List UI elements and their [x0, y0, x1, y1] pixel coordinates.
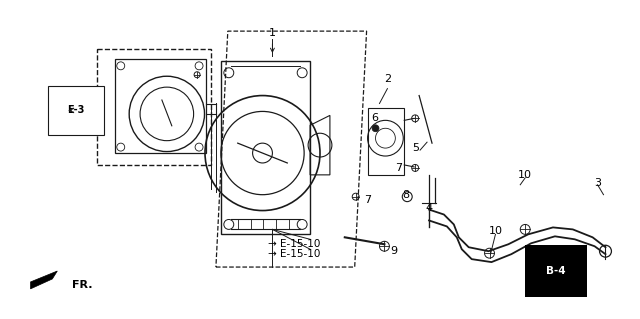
- Polygon shape: [31, 271, 58, 289]
- Text: 7: 7: [395, 163, 402, 173]
- Text: E-3: E-3: [67, 106, 85, 115]
- Text: → E-15-10: → E-15-10: [268, 239, 321, 249]
- Text: 4: 4: [426, 203, 433, 212]
- Text: 6: 6: [371, 113, 378, 123]
- Text: 8: 8: [403, 190, 410, 200]
- Text: 5: 5: [413, 143, 420, 153]
- Bar: [97, 49, 211, 165]
- Text: SLN4E0100: SLN4E0100: [532, 290, 580, 299]
- Text: 3: 3: [594, 178, 601, 188]
- Text: B-4: B-4: [546, 266, 566, 276]
- Text: 10: 10: [518, 170, 532, 180]
- Text: 7: 7: [364, 195, 371, 205]
- Text: 10: 10: [488, 226, 502, 236]
- Text: 9: 9: [390, 246, 397, 256]
- Text: 2: 2: [384, 74, 391, 84]
- Text: 1: 1: [269, 28, 276, 38]
- Circle shape: [372, 125, 379, 132]
- Text: FR.: FR.: [72, 280, 93, 290]
- Text: → E-15-10: → E-15-10: [268, 249, 321, 259]
